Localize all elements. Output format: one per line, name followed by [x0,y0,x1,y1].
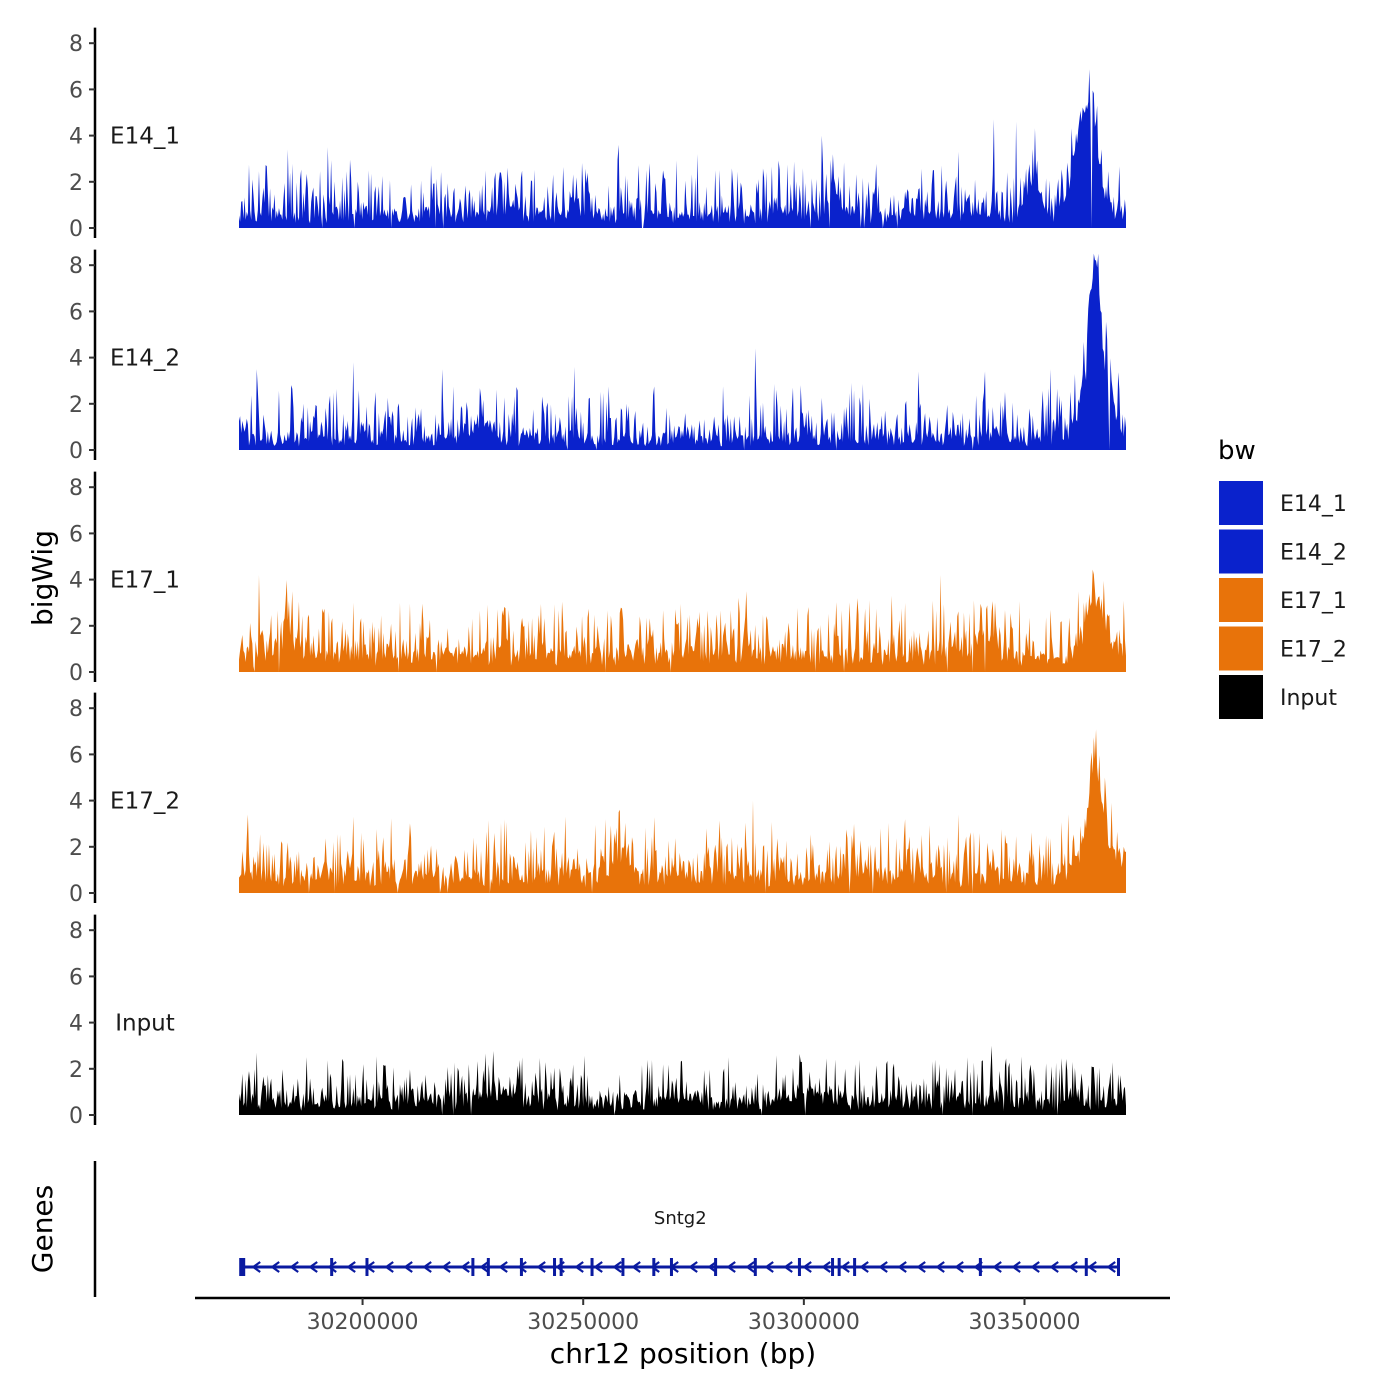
y-tick-label: 8 [69,919,83,944]
exon [591,1258,594,1276]
legend-swatch-E17_1 [1219,578,1263,622]
track-E14_1: 0 2 4 6 8 E14_1 [69,28,1126,242]
gene-track: Sntg2 [95,1161,1120,1297]
legend-swatch-E14_2 [1219,530,1263,574]
exon [560,1258,563,1276]
y-tick-label: 6 [69,300,83,325]
y-tick-label: 8 [69,476,83,501]
legend-swatch-Input [1219,675,1263,719]
y-tick-label: 0 [69,1104,83,1129]
y-tick-label: 8 [69,254,83,279]
exon [1117,1258,1120,1276]
genes-track-title: Genes [26,1185,59,1273]
x-tick-label: 30350000 [969,1310,1081,1335]
exon [553,1258,556,1276]
y-tick-label: 2 [69,171,83,196]
exon [754,1258,757,1276]
exon [621,1258,624,1276]
exon [330,1258,333,1276]
exon [831,1258,834,1276]
x-tick-label: 30200000 [307,1310,419,1335]
y-axis-title: bigWig [26,530,59,626]
x-tick-label: 30300000 [748,1310,860,1335]
exon [652,1258,655,1276]
x-axis: 30200000 30250000 30300000 30350000 [195,1298,1170,1335]
y-tick-label: 0 [69,439,83,464]
y-tick-label: 0 [69,661,83,686]
y-tick-label: 2 [69,1058,83,1083]
y-tick-label: 8 [69,32,83,57]
exon [714,1258,717,1276]
legend-label-E17_2: E17_2 [1280,638,1347,663]
y-tick-label: 2 [69,615,83,640]
track-label: E17_1 [110,568,180,594]
exon [471,1258,474,1276]
signal-tracks: 0 2 4 6 8 E14_1 0 2 4 6 8 E14_2 0 2 4 6 8 E17_1 0 2 4 6 8 E17_2… [69,28,1126,1129]
exon [520,1258,523,1276]
legend-label-Input: Input [1280,686,1337,711]
y-tick-label: 4 [69,1012,83,1037]
y-tick-label: 0 [69,882,83,907]
y-tick-label: 6 [69,965,83,990]
gene-Sntg2: Sntg2 [239,1208,1120,1276]
track-Input: 0 2 4 6 8 Input [69,915,1126,1129]
legend-label-E14_1: E14_1 [1280,492,1347,517]
exon [838,1258,841,1276]
signal-area-E14_2 [239,254,1126,450]
y-tick-label: 6 [69,78,83,103]
y-tick-label: 4 [69,347,83,372]
y-tick-label: 8 [69,697,83,722]
y-tick-label: 4 [69,569,83,594]
signal-area-E14_1 [239,69,1126,228]
exon [979,1258,982,1276]
track-label: E14_1 [110,124,180,150]
legend-label-E14_2: E14_2 [1280,541,1347,566]
legend-title: bw [1218,436,1256,466]
legend-label-E17_1: E17_1 [1280,589,1347,614]
signal-area-Input [239,1046,1126,1115]
y-tick-label: 2 [69,393,83,418]
x-axis-title: chr12 position (bp) [550,1337,816,1370]
legend: bw E14_1 E14_2 E17_1 E17_2 Input [1218,436,1347,719]
y-tick-label: 6 [69,743,83,768]
genome-track-plot: 0 2 4 6 8 E14_1 0 2 4 6 8 E14_2 0 2 4 6 8 E17_1 0 2 4 6 8 E17_2… [0,0,1400,1400]
gene-name-label: Sntg2 [654,1208,707,1229]
track-label: E14_2 [110,346,180,372]
y-tick-label: 4 [69,790,83,815]
exon-first [239,1258,245,1276]
track-E14_2: 0 2 4 6 8 E14_2 [69,250,1126,464]
y-tick-label: 6 [69,522,83,547]
exon [365,1258,368,1276]
x-tick-label: 30250000 [527,1310,639,1335]
exon [1085,1258,1088,1276]
signal-area-E17_1 [239,570,1126,672]
y-tick-label: 0 [69,217,83,242]
exon [670,1258,673,1276]
exon [853,1258,856,1276]
track-E17_1: 0 2 4 6 8 E17_1 [69,472,1126,686]
legend-swatch-E17_2 [1219,627,1263,671]
signal-area-E17_2 [239,729,1126,893]
exon [798,1258,801,1276]
track-E17_2: 0 2 4 6 8 E17_2 [69,693,1126,907]
track-label: Input [115,1011,175,1037]
legend-swatch-E14_1 [1219,481,1263,525]
track-label: E17_2 [110,789,180,815]
y-tick-label: 2 [69,836,83,861]
y-tick-label: 4 [69,125,83,150]
exon [487,1258,490,1276]
